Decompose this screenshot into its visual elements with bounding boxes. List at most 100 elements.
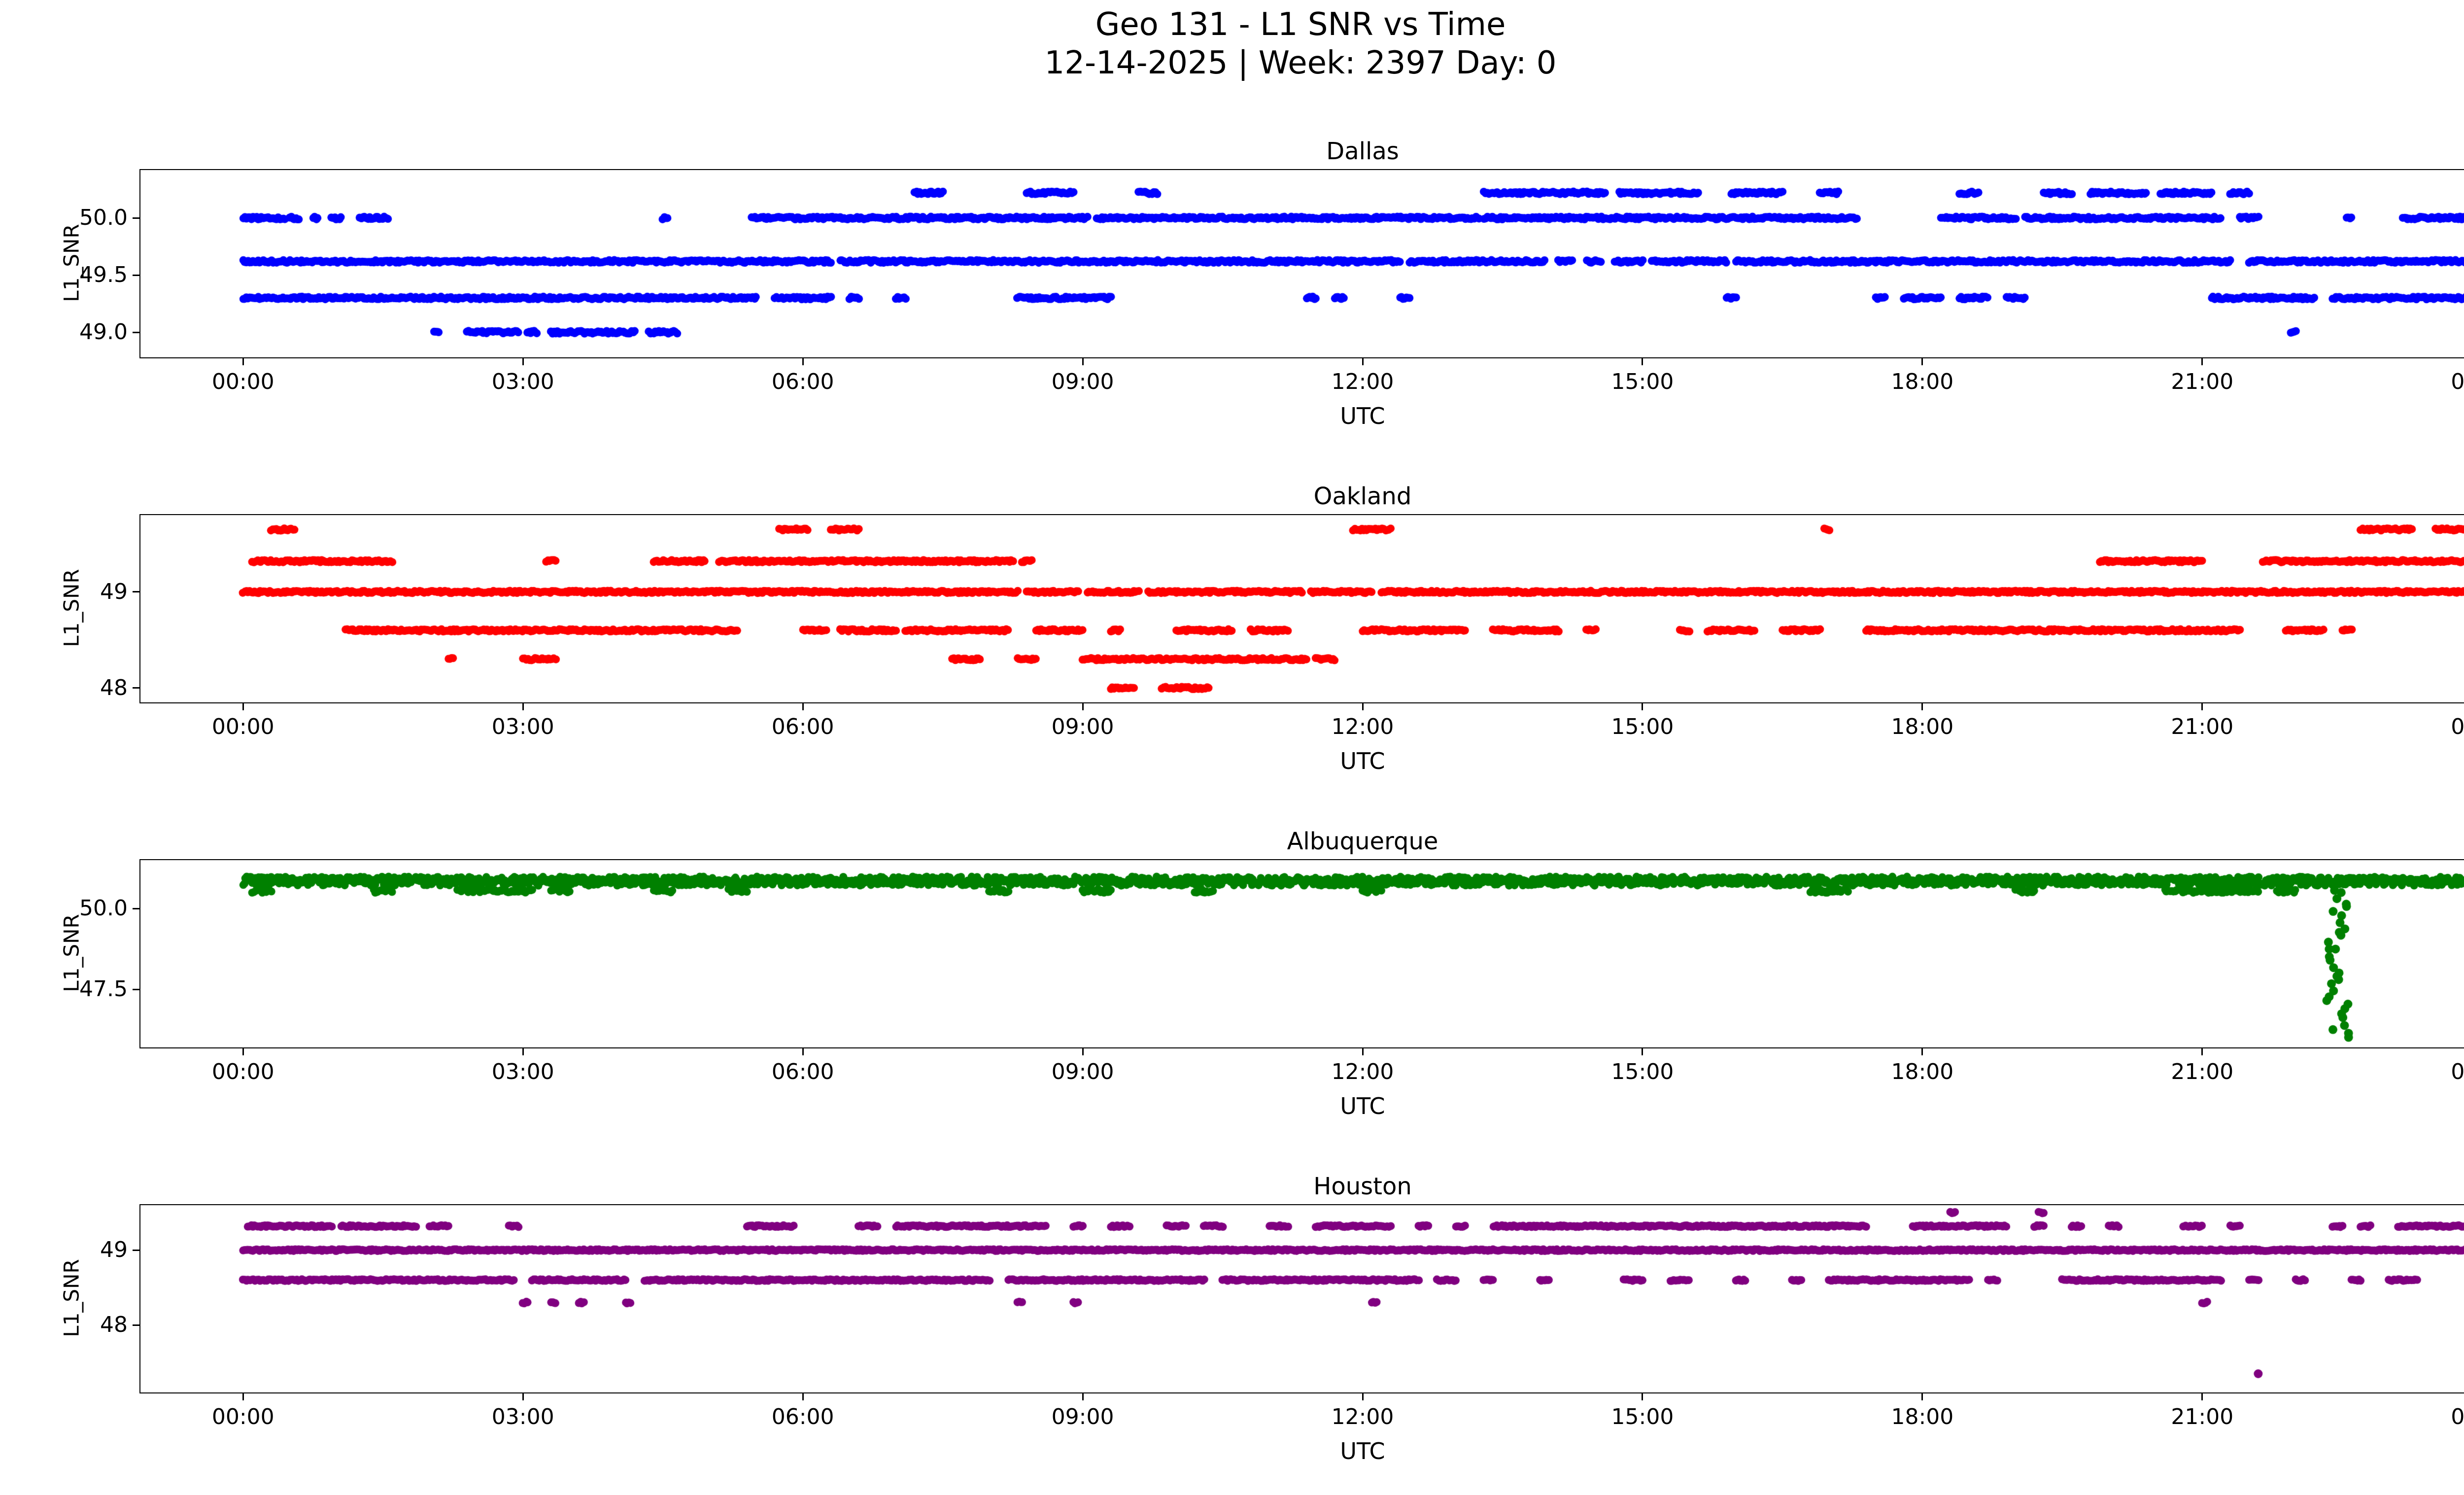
x-tick-mark: [1921, 1393, 1923, 1400]
x-tick-label: 18:00: [1891, 369, 1954, 394]
x-axis-label-dallas: UTC: [1340, 403, 1385, 429]
scatter-canvas-houston: [140, 1205, 2464, 1392]
y-axis-label-oakland: L1_SNR: [59, 569, 84, 647]
x-tick-label: 09:00: [1051, 369, 1114, 394]
y-tick-mark: [133, 1249, 139, 1251]
figure-title-line2: 12-14-2025 | Week: 2397 Day: 0: [1044, 45, 1557, 81]
y-tick-mark: [133, 274, 139, 276]
x-tick-mark: [242, 703, 244, 710]
x-tick-label: 00:00: [2451, 1404, 2464, 1429]
y-tick-label: 50.0: [79, 896, 128, 921]
x-tick-label: 09:00: [1051, 714, 1114, 739]
x-tick-mark: [802, 1393, 804, 1400]
x-tick-mark: [2201, 703, 2203, 710]
figure-title-line1: Geo 131 - L1 SNR vs Time: [1095, 6, 1506, 43]
x-tick-label: 00:00: [211, 1059, 274, 1084]
x-tick-label: 00:00: [2451, 369, 2464, 394]
axes-houston: [139, 1204, 2464, 1393]
y-tick-label: 47.5: [79, 976, 128, 1002]
x-tick-mark: [802, 1048, 804, 1055]
x-axis-label-oakland: UTC: [1340, 748, 1385, 774]
x-tick-label: 06:00: [771, 1404, 834, 1429]
x-tick-mark: [2201, 358, 2203, 365]
x-tick-mark: [242, 358, 244, 365]
x-tick-mark: [1082, 703, 1084, 710]
x-tick-label: 18:00: [1891, 714, 1954, 739]
y-tick-label: 49: [100, 1237, 128, 1263]
x-tick-label: 03:00: [491, 1404, 554, 1429]
x-tick-mark: [1362, 703, 1364, 710]
subplot-title-dallas: Dallas: [1326, 138, 1399, 165]
x-tick-mark: [1921, 358, 1923, 365]
subplot-title-oakland: Oakland: [1313, 483, 1412, 510]
scatter-canvas-dallas: [140, 170, 2464, 357]
y-tick-label: 49.5: [79, 262, 128, 288]
x-tick-label: 00:00: [2451, 714, 2464, 739]
x-tick-mark: [1642, 1393, 1643, 1400]
x-axis-label-houston: UTC: [1340, 1438, 1385, 1464]
x-tick-label: 00:00: [2451, 1059, 2464, 1084]
x-tick-label: 15:00: [1611, 1404, 1674, 1429]
x-tick-mark: [1642, 1048, 1643, 1055]
subplot-title-houston: Houston: [1313, 1173, 1412, 1200]
x-tick-mark: [1082, 1048, 1084, 1055]
x-tick-label: 21:00: [2171, 1404, 2234, 1429]
scatter-canvas-albuquerque: [140, 860, 2464, 1047]
subplot-title-albuquerque: Albuquerque: [1287, 828, 1438, 855]
x-tick-label: 15:00: [1611, 714, 1674, 739]
x-tick-label: 00:00: [211, 714, 274, 739]
x-tick-label: 12:00: [1331, 1059, 1394, 1084]
y-tick-label: 48: [100, 1312, 128, 1338]
y-tick-label: 49.0: [79, 319, 128, 345]
x-tick-label: 12:00: [1331, 1404, 1394, 1429]
x-tick-label: 18:00: [1891, 1059, 1954, 1084]
x-tick-label: 21:00: [2171, 1059, 2234, 1084]
y-axis-label-dallas: L1_SNR: [59, 224, 84, 302]
x-tick-mark: [1921, 1048, 1923, 1055]
y-tick-mark: [133, 687, 139, 689]
x-tick-mark: [1642, 703, 1643, 710]
x-tick-label: 03:00: [491, 714, 554, 739]
axes-albuquerque: [139, 859, 2464, 1048]
axes-oakland: [139, 514, 2464, 703]
x-tick-mark: [522, 1048, 524, 1055]
y-tick-label: 48: [100, 675, 128, 700]
x-tick-mark: [802, 358, 804, 365]
x-tick-mark: [2201, 1393, 2203, 1400]
y-tick-mark: [133, 988, 139, 990]
y-tick-mark: [133, 591, 139, 593]
x-tick-label: 06:00: [771, 714, 834, 739]
x-tick-label: 09:00: [1051, 1404, 1114, 1429]
x-tick-mark: [522, 703, 524, 710]
x-tick-label: 12:00: [1331, 369, 1394, 394]
x-tick-mark: [802, 703, 804, 710]
x-tick-label: 21:00: [2171, 714, 2234, 739]
x-tick-mark: [1082, 1393, 1084, 1400]
scatter-canvas-oakland: [140, 515, 2464, 702]
x-tick-label: 06:00: [771, 369, 834, 394]
x-tick-mark: [1362, 358, 1364, 365]
x-tick-mark: [1362, 1393, 1364, 1400]
y-tick-mark: [133, 217, 139, 219]
x-tick-label: 15:00: [1611, 1059, 1674, 1084]
y-axis-label-houston: L1_SNR: [59, 1259, 84, 1337]
x-tick-label: 03:00: [491, 369, 554, 394]
x-tick-label: 09:00: [1051, 1059, 1114, 1084]
x-tick-label: 00:00: [211, 1404, 274, 1429]
x-tick-mark: [522, 358, 524, 365]
x-tick-label: 21:00: [2171, 369, 2234, 394]
x-tick-mark: [1642, 358, 1643, 365]
y-tick-mark: [133, 331, 139, 333]
x-tick-label: 00:00: [211, 369, 274, 394]
x-tick-mark: [522, 1393, 524, 1400]
x-tick-label: 15:00: [1611, 369, 1674, 394]
x-tick-label: 12:00: [1331, 714, 1394, 739]
x-tick-label: 18:00: [1891, 1404, 1954, 1429]
x-tick-mark: [1082, 358, 1084, 365]
x-axis-label-albuquerque: UTC: [1340, 1093, 1385, 1119]
x-tick-mark: [242, 1393, 244, 1400]
x-tick-mark: [242, 1048, 244, 1055]
y-tick-mark: [133, 1324, 139, 1326]
x-tick-label: 03:00: [491, 1059, 554, 1084]
y-tick-label: 50.0: [79, 205, 128, 231]
